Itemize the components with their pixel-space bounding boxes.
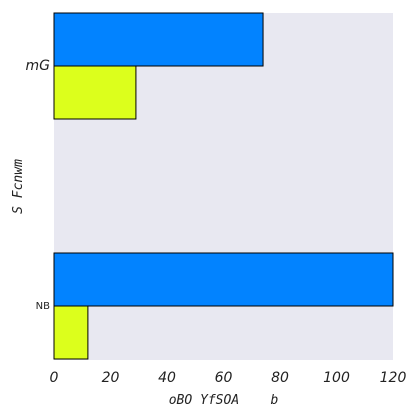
x-ticks-group: 0 20 40 60 80 100 120: [50, 370, 407, 386]
y-axis-label: S Fcnwm: [11, 159, 26, 214]
x-tick-label-60: 60: [215, 370, 233, 386]
y-tick-label-mG: mG: [26, 58, 51, 74]
bars-group: [53, 12, 394, 360]
x-tick-label-120: 120: [380, 370, 407, 386]
bar-NB-series-1: [53, 252, 394, 307]
bar-NB-series-2: [53, 305, 89, 360]
x-tick-label-100: 100: [323, 370, 350, 386]
y-categories-group: mG NB: [26, 58, 51, 312]
x-tick-label-0: 0: [50, 370, 59, 386]
bar-mG-series-1: [53, 12, 264, 67]
x-tick-label-40: 40: [158, 370, 176, 386]
x-tick-label-80: 80: [271, 370, 289, 386]
bar-mG-series-2: [53, 65, 137, 120]
y-tick-label-NB: NB: [36, 301, 50, 312]
x-tick-label-20: 20: [102, 370, 120, 386]
x-axis-label: oBO YfSOA b: [169, 393, 279, 408]
